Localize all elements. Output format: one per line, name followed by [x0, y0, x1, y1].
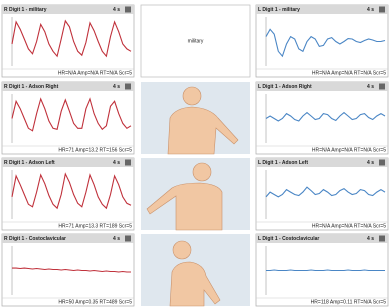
panel-frame — [256, 82, 388, 154]
illustration-4 — [141, 234, 250, 306]
panel-duration: 4 s — [367, 160, 374, 166]
panel-menu[interactable] — [379, 160, 385, 166]
panel-title: L Digit 1 - military — [258, 7, 300, 13]
trace-panel: L Digit 1 - Adson Right 4 s HR=N/A Amp=N/A… — [256, 82, 388, 154]
panel-title: L Digit 1 - Costoclavicular — [258, 236, 319, 242]
panel-frame — [2, 82, 134, 154]
panel-title: L Digit 1 - Adson Right — [258, 84, 312, 90]
panel-menu[interactable] — [125, 160, 131, 166]
illustration-3 — [141, 158, 250, 230]
panel-stats: HR=N/A Amp=N/A RT=N/A Scr=5 — [312, 223, 386, 229]
panel-menu[interactable] — [125, 236, 131, 242]
panel-duration: 4 s — [113, 84, 120, 90]
trace-panel: L Digit 1 - Adson Left 4 s HR=N/A Amp=N/A … — [256, 158, 388, 230]
panel-duration: 4 s — [367, 236, 374, 242]
panel-menu[interactable] — [125, 7, 131, 13]
illustration-1: military — [141, 5, 250, 77]
panel-stats: HR=50 Amp=0.35 RT=489 Scr=5 — [58, 299, 132, 305]
panel-stats: HR=N/A Amp=N/A RT=N/A Scr=5 — [58, 70, 132, 76]
panel-stats: HR=71 Amp=13.2 RT=156 Scr=5 — [58, 147, 132, 153]
panel-duration: 4 s — [367, 7, 374, 13]
panel-frame — [2, 5, 134, 77]
exercise-label: military — [188, 38, 204, 44]
panel-duration: 4 s — [113, 7, 120, 13]
panel-title: R Digit 1 - Adson Left — [4, 160, 55, 166]
panel-duration: 4 s — [113, 160, 120, 166]
panel-menu[interactable] — [379, 7, 385, 13]
trace-panel: R Digit 1 - Adson Left 4 s HR=71 Amp=13.3 … — [2, 158, 134, 230]
trace-panel: R Digit 1 - military 4 s HR=N/A Amp=N/A RT… — [2, 5, 134, 77]
panel-title: R Digit 1 - military — [4, 7, 47, 13]
panel-frame — [2, 158, 134, 230]
panel-duration: 4 s — [367, 84, 374, 90]
panel-title: R Digit 1 - Costoclavicular — [4, 236, 66, 242]
panel-stats: HR=N/A Amp=N/A RT=N/A Scr=5 — [312, 147, 386, 153]
trace-panel: R Digit 1 - Costoclavicular 4 s HR=50 Amp=… — [2, 234, 134, 306]
panel-menu[interactable] — [379, 236, 385, 242]
panel-stats: HR=N/A Amp=N/A RT=N/A Scr=5 — [312, 70, 386, 76]
panel-stats: HR=118 Amp=0.11 RT=N/A Scr=5 — [311, 299, 387, 305]
waveform — [266, 270, 385, 271]
panel-menu[interactable] — [125, 84, 131, 90]
panel-stats: HR=71 Amp=13.3 RT=189 Scr=5 — [58, 223, 132, 229]
trace-panel: R Digit 1 - Adson Right 4 s HR=71 Amp=13.2… — [2, 82, 134, 154]
illustration-2 — [141, 82, 250, 154]
panel-title: R Digit 1 - Adson Right — [4, 84, 59, 90]
panel-menu[interactable] — [379, 84, 385, 90]
trace-panel: L Digit 1 - Costoclavicular 4 s HR=118 Amp… — [256, 234, 388, 306]
panel-duration: 4 s — [113, 236, 120, 242]
trace-panel: L Digit 1 - military 4 s HR=N/A Amp=N/A RT… — [256, 5, 388, 77]
screen: military R Digit 1 - military 4 s HR=N/A A… — [0, 0, 390, 308]
panel-title: L Digit 1 - Adson Left — [258, 160, 308, 166]
